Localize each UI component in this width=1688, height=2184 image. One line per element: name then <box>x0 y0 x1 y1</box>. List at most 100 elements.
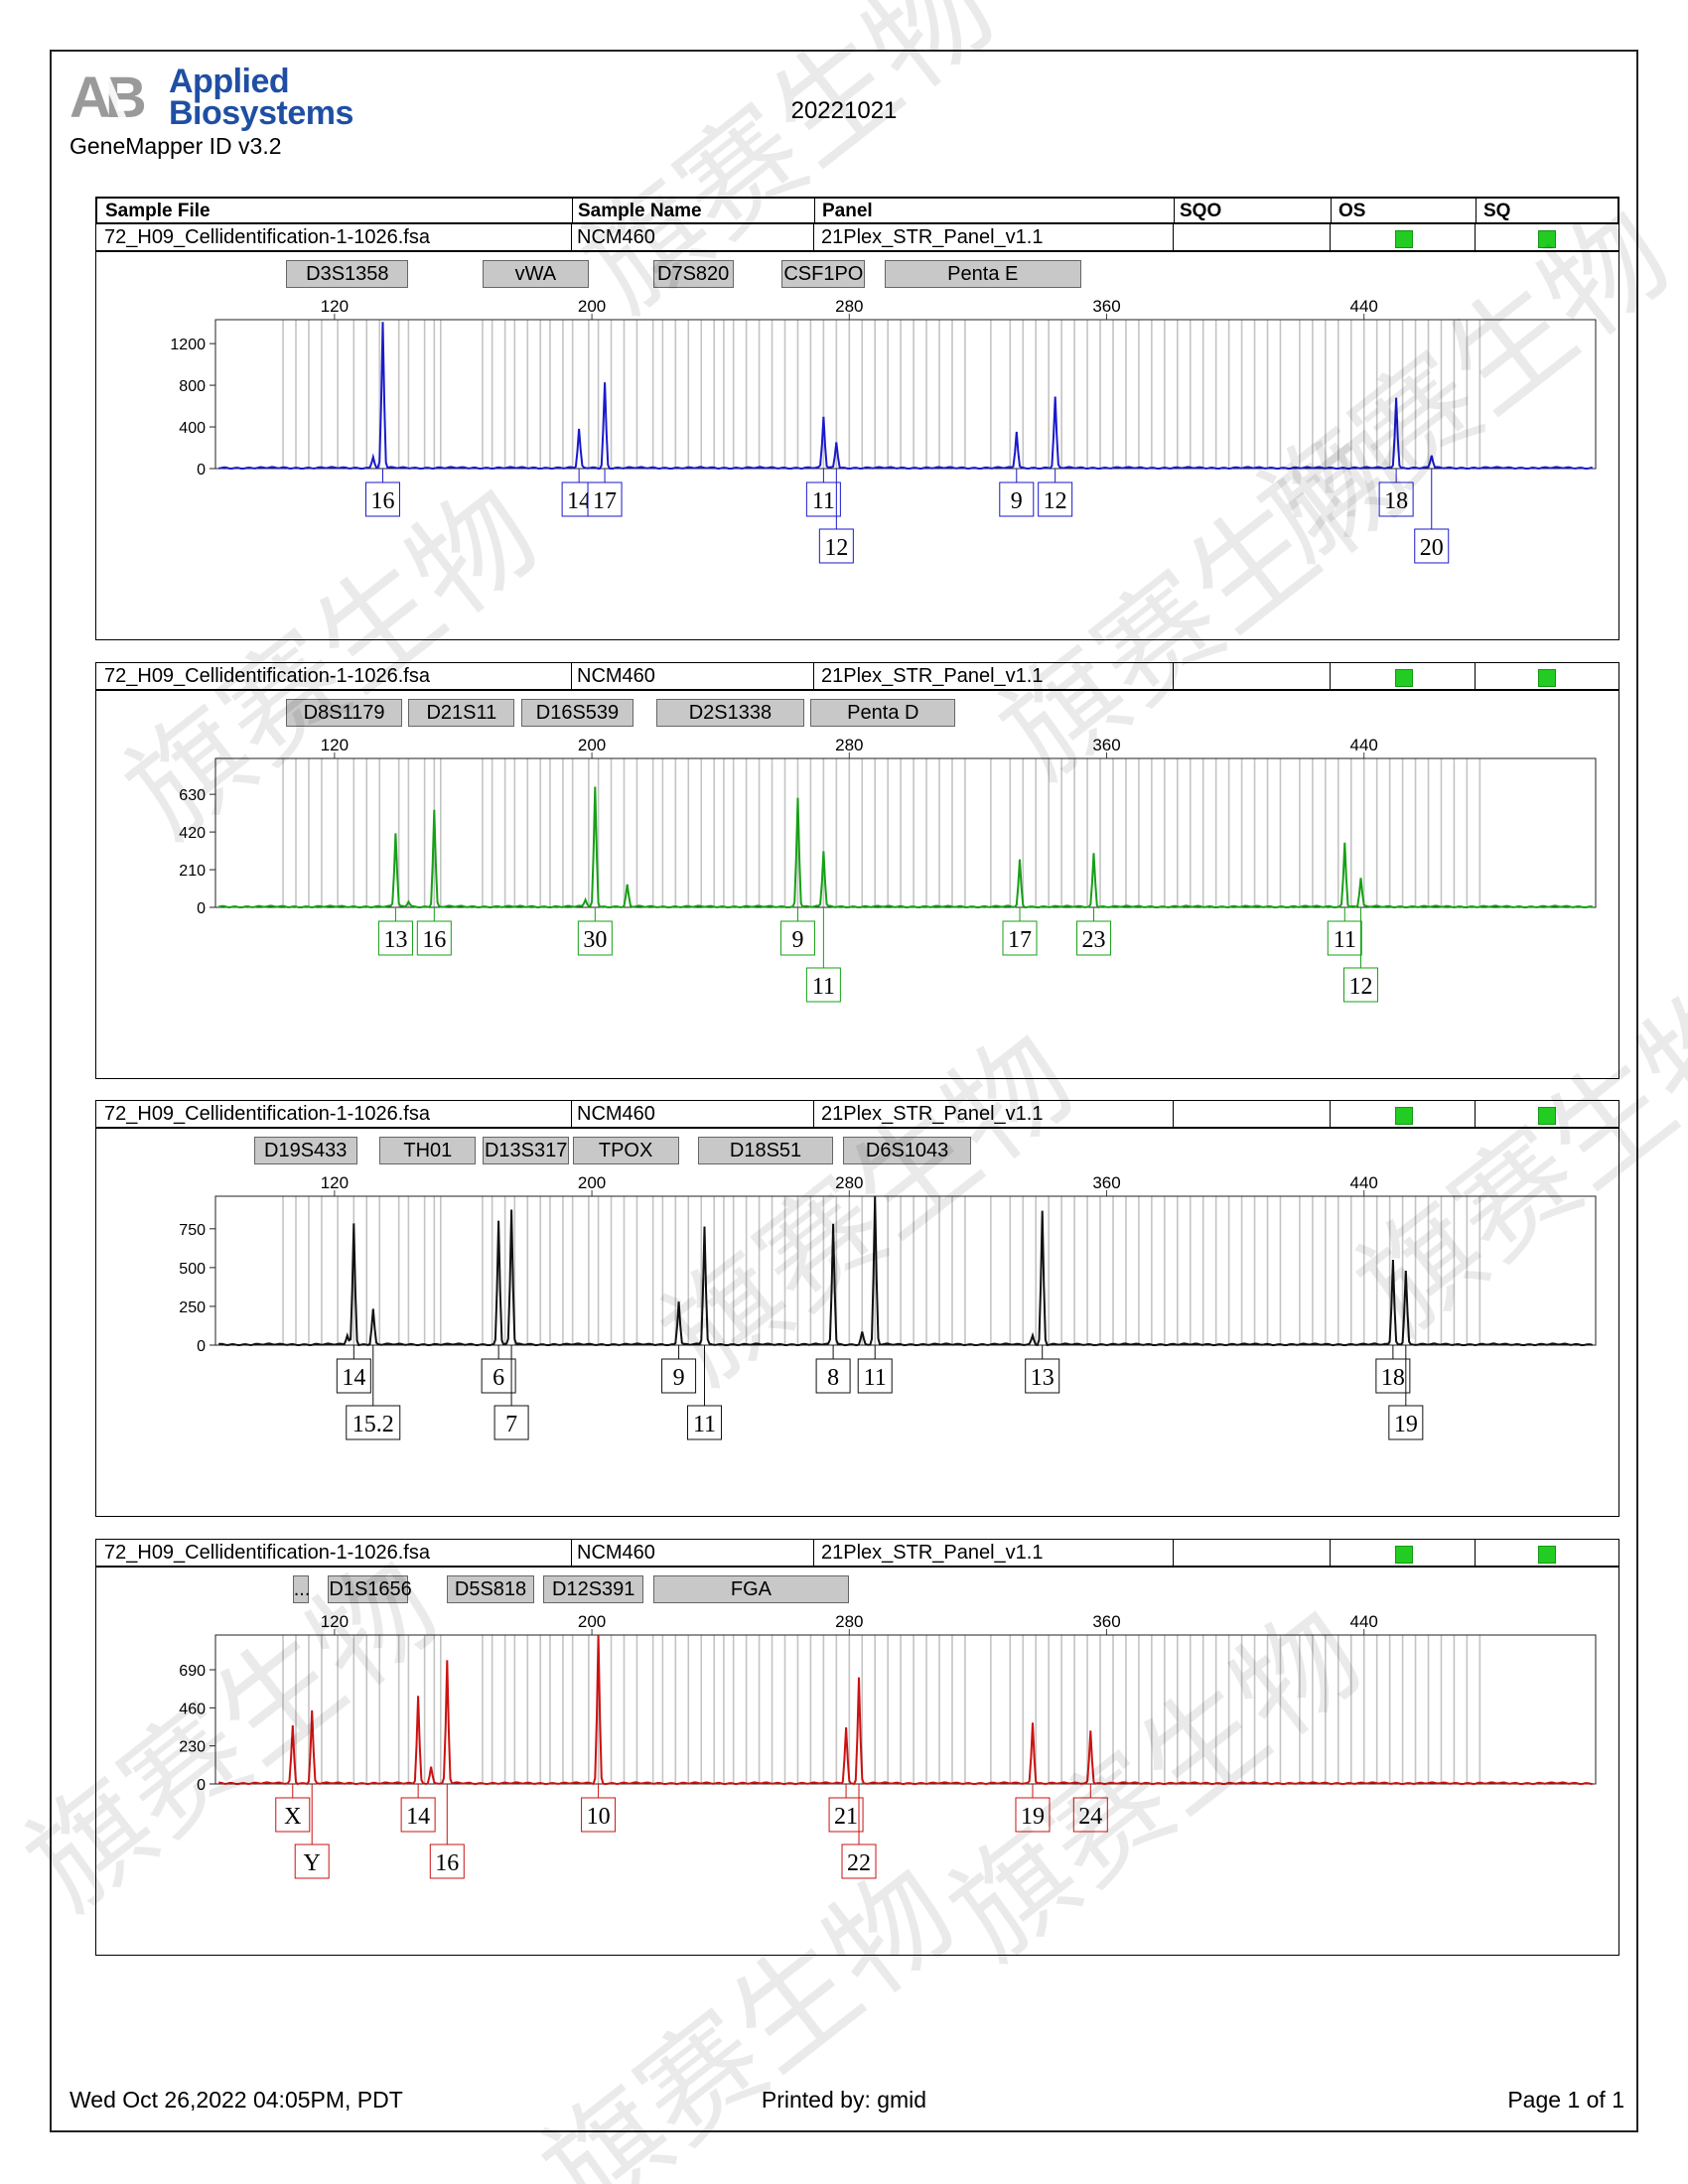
y-tick-label: 420 <box>179 825 206 842</box>
footer-printed-by: Printed by: gmid <box>761 2087 927 2113</box>
allele-label: 23 <box>1076 920 1112 956</box>
marker-label: D8S1179 <box>286 699 402 727</box>
allele-label: 7 <box>493 1405 529 1440</box>
sample-name-value: NCM460 <box>577 1103 655 1125</box>
allele-label: 17 <box>587 481 623 517</box>
marker-label: TPOX <box>572 1137 679 1164</box>
os-qc-flag <box>1395 669 1413 687</box>
marker-label: Penta D <box>810 699 956 727</box>
electropherogram-plot: 120 200 280 360 440 0 400 800 1200 16 14 17 11 12 9 12 1… <box>170 297 1597 564</box>
marker-label: D1S1656 <box>328 1575 412 1603</box>
y-tick-label: 0 <box>197 1338 206 1355</box>
sq-qc-flag <box>1538 669 1556 687</box>
electropherogram-plot: 120 200 280 360 440 0 210 420 630 13 16 30 9 11 17 23 11… <box>179 736 1597 1003</box>
allele-label: 18 <box>1375 1358 1411 1394</box>
sample-info-row: 72_H09_Cellidentification-1-1026.fsa NCM4… <box>96 1101 1618 1129</box>
panel-name-value: 21Plex_STR_Panel_v1.1 <box>821 226 1044 248</box>
svg-text:16: 16 <box>370 488 394 514</box>
os-qc-flag <box>1395 1546 1413 1564</box>
svg-text:8: 8 <box>827 1365 839 1391</box>
os-qc-flag <box>1395 1107 1413 1125</box>
allele-label: 18 <box>1378 481 1414 517</box>
footer-page: Page 1 of 1 <box>1507 2087 1624 2113</box>
os-qc-flag <box>1395 230 1413 248</box>
allele-label: 10 <box>581 1797 617 1833</box>
sample-file-value: 72_H09_Cellidentification-1-1026.fsa <box>104 226 430 248</box>
x-tick-label: 360 <box>1092 1173 1120 1192</box>
svg-text:14: 14 <box>342 1365 365 1391</box>
x-tick-label: 440 <box>1350 736 1378 754</box>
trace-line <box>218 1195 1594 1347</box>
svg-text:6: 6 <box>492 1365 504 1391</box>
svg-text:11: 11 <box>812 974 835 1000</box>
x-tick-label: 200 <box>578 1612 606 1631</box>
y-tick-label: 0 <box>197 462 206 478</box>
svg-text:14: 14 <box>406 1804 430 1830</box>
electropherogram-panel: 72_H09_Cellidentification-1-1026.fsa NCM4… <box>95 662 1619 1079</box>
x-tick-label: 120 <box>321 736 349 754</box>
x-tick-label: 360 <box>1092 297 1120 316</box>
col-sq: SQ <box>1483 201 1511 221</box>
svg-text:16: 16 <box>435 1850 459 1876</box>
report-date-code: 20221021 <box>790 97 898 124</box>
allele-label: 14 <box>400 1797 436 1833</box>
y-tick-label: 500 <box>179 1261 206 1278</box>
marker-label: D12S391 <box>543 1575 643 1603</box>
x-tick-label: 200 <box>578 736 606 754</box>
trace-line <box>218 322 1593 471</box>
y-tick-label: 0 <box>197 1777 206 1794</box>
allele-label: 11 <box>1327 920 1362 956</box>
svg-text:11: 11 <box>1334 927 1356 953</box>
x-tick-label: 200 <box>578 297 606 316</box>
allele-label: 19 <box>1388 1405 1424 1440</box>
allele-label: 6 <box>481 1358 516 1394</box>
panel-name-value: 21Plex_STR_Panel_v1.1 <box>821 1542 1044 1564</box>
x-tick-label: 360 <box>1092 1612 1120 1631</box>
col-sqo: SQO <box>1180 201 1222 221</box>
x-tick-label: 280 <box>835 1612 863 1631</box>
trace-line <box>218 786 1593 909</box>
svg-text:18: 18 <box>1384 488 1408 514</box>
col-sample-file: Sample File <box>105 201 211 221</box>
x-tick-label: 120 <box>321 1612 349 1631</box>
svg-text:11: 11 <box>864 1365 887 1391</box>
svg-text:X: X <box>284 1804 301 1830</box>
report-frame <box>50 50 1638 2132</box>
y-tick-label: 0 <box>197 900 206 917</box>
electropherogram-panel: 72_H09_Cellidentification-1-1026.fsa NCM4… <box>95 1539 1619 1956</box>
plot-area <box>214 319 1597 470</box>
svg-text:Y: Y <box>304 1850 321 1876</box>
panel-name-value: 21Plex_STR_Panel_v1.1 <box>821 665 1044 687</box>
svg-text:19: 19 <box>1021 1804 1045 1830</box>
svg-text:14: 14 <box>567 488 591 514</box>
y-tick-label: 400 <box>179 420 206 437</box>
column-header-row: Sample File Sample Name Panel SQO OS SQ <box>95 197 1619 224</box>
col-sample-name: Sample Name <box>578 201 702 221</box>
marker-label: ... <box>292 1575 310 1603</box>
electropherogram-plot: 120 200 280 360 440 0 250 500 750 14 15.2 67 9 11 8 11 1… <box>179 1173 1597 1440</box>
svg-text:19: 19 <box>1394 1412 1418 1437</box>
allele-label: 16 <box>429 1843 465 1879</box>
svg-text:20: 20 <box>1420 535 1444 561</box>
allele-label: 24 <box>1072 1797 1108 1833</box>
svg-text:13: 13 <box>1031 1365 1055 1391</box>
plot-area <box>214 1195 1597 1346</box>
x-tick-label: 360 <box>1092 736 1120 754</box>
allele-label: 12 <box>1038 481 1073 517</box>
allele-label: 17 <box>1002 920 1038 956</box>
x-tick-label: 280 <box>835 736 863 754</box>
svg-text:10: 10 <box>587 1804 611 1830</box>
col-panel: Panel <box>822 201 873 221</box>
x-tick-label: 280 <box>835 297 863 316</box>
svg-text:13: 13 <box>383 927 407 953</box>
allele-label: 12 <box>1342 967 1378 1003</box>
y-tick-label: 210 <box>179 863 206 880</box>
svg-text:11: 11 <box>693 1412 716 1437</box>
y-tick-label: 630 <box>179 787 206 804</box>
sample-info-row: 72_H09_Cellidentification-1-1026.fsa NCM4… <box>96 663 1618 691</box>
marker-label: D2S1338 <box>655 699 804 727</box>
y-tick-label: 250 <box>179 1299 206 1316</box>
allele-label: 22 <box>841 1843 877 1879</box>
marker-label: D3S1358 <box>286 260 409 288</box>
